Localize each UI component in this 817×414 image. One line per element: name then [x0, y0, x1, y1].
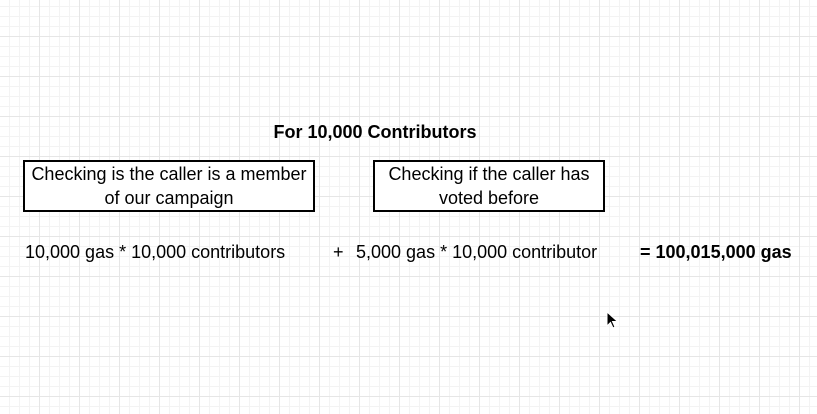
diagram-title: For 10,000 Contributors — [273, 122, 477, 142]
mouse-pointer-icon — [606, 311, 619, 329]
membership-gas-term: 10,000 gas * 10,000 contributors — [25, 242, 286, 262]
voted-check-label: Checking if the caller has voted before — [388, 164, 590, 208]
voted-check-box[interactable]: Checking if the caller has voted before — [373, 160, 605, 212]
total-gas-result: = 100,015,000 gas — [640, 242, 792, 262]
member-check-box[interactable]: Checking is the caller is a member of ou… — [23, 160, 315, 212]
member-check-label: Checking is the caller is a member of ou… — [31, 164, 307, 208]
voting-gas-term: 5,000 gas * 10,000 contributor — [356, 242, 598, 262]
plus-operator: + — [333, 242, 344, 262]
